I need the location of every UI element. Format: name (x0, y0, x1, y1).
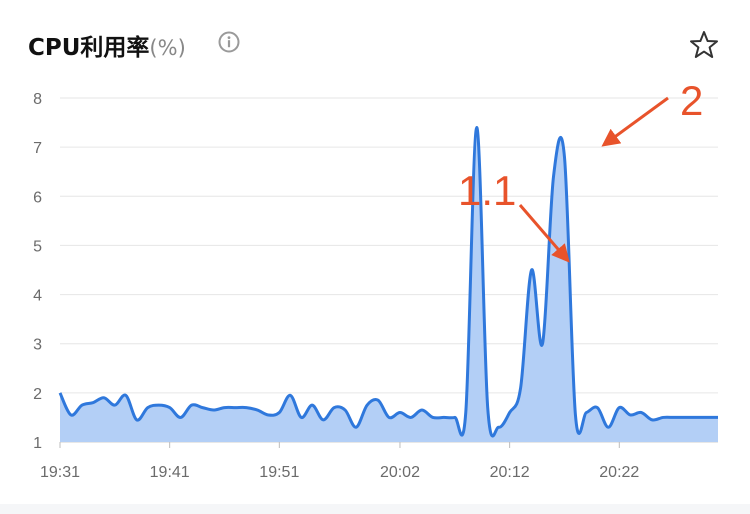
annotation-label: 1.1 (458, 167, 516, 214)
chart-grid (60, 97, 718, 443)
y-tick-label: 5 (33, 238, 42, 255)
annotation-arrow (601, 96, 669, 147)
x-tick-label: 19:41 (150, 464, 190, 481)
y-tick-label: 2 (33, 386, 42, 403)
annotation-label: 2 (680, 77, 703, 124)
x-tick-label: 19:51 (259, 464, 299, 481)
chart-title-text: CPU利用率 (28, 35, 150, 61)
x-tick-label: 20:02 (380, 464, 420, 481)
x-axis: 19:31 19:41 19:51 20:02 20:12 20:22 (40, 441, 718, 481)
series-group (58, 125, 718, 442)
x-tick-label: 20:12 (490, 464, 530, 481)
star-outline-icon[interactable] (688, 29, 720, 61)
x-tick-label: 20:22 (599, 464, 639, 481)
y-tick-label: 4 (33, 288, 42, 305)
y-tick-label: 8 (33, 91, 42, 108)
annotations: 1.12 (458, 77, 703, 263)
series-line (58, 125, 718, 438)
info-icon[interactable] (218, 31, 240, 53)
area-fill (60, 127, 718, 442)
annotation-arrow (518, 204, 570, 263)
y-tick-label: 1 (33, 435, 42, 452)
chart-title-unit: (%) (149, 36, 186, 60)
y-tick-label: 6 (33, 189, 42, 206)
x-tick-label: 19:31 (40, 464, 80, 481)
y-tick-label: 7 (33, 140, 42, 157)
y-axis: 1 2 3 4 5 6 7 8 (33, 91, 42, 452)
chart-title: CPU利用率(%) (28, 28, 186, 62)
y-tick-label: 3 (33, 337, 42, 354)
